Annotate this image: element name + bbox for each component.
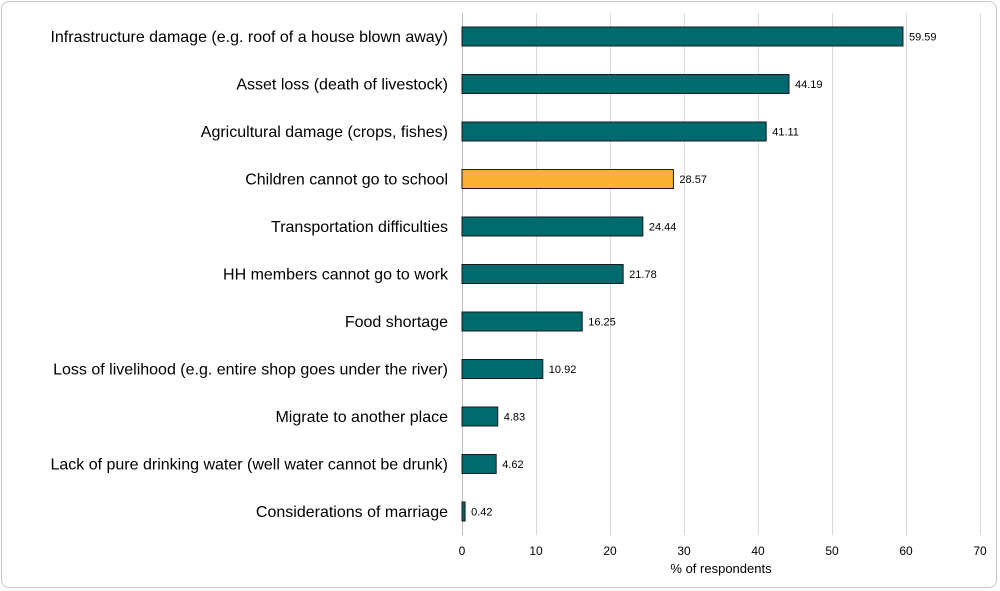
x-axis-title: % of respondents	[670, 561, 772, 576]
category-label: Lack of pure drinking water (well water …	[50, 457, 448, 474]
category-label: Food shortage	[345, 314, 448, 331]
bar	[461, 406, 499, 427]
bar	[461, 121, 767, 142]
bar	[461, 216, 644, 237]
x-tick-label: 60	[899, 544, 913, 558]
bar	[461, 264, 624, 284]
value-label: 41.11	[772, 127, 799, 139]
value-label: 59.59	[909, 32, 937, 44]
x-tick-label: 0	[459, 544, 466, 558]
value-label: 24.44	[649, 222, 677, 234]
bar	[461, 454, 497, 474]
category-label: Agricultural damage (crops, fishes)	[201, 124, 448, 141]
labels: 0 10 20 30 40 50 60 70 Infrastructure damage (e.…	[50, 29, 987, 558]
value-label: 44.19	[795, 79, 823, 91]
category-label: Migrate to another place	[275, 409, 448, 426]
x-tick-label: 70	[973, 544, 987, 558]
value-label: 28.57	[679, 174, 707, 186]
gridlines	[462, 13, 981, 535]
category-label: Considerations of marriage	[256, 504, 448, 521]
category-label: Loss of livelihood (e.g. entire shop goe…	[53, 362, 448, 379]
x-tick-label: 30	[677, 544, 691, 558]
value-label: 0.42	[471, 507, 492, 519]
x-tick-label: 50	[825, 544, 839, 558]
value-label: 10.92	[549, 364, 577, 376]
bar	[461, 311, 583, 332]
value-label: 4.83	[504, 412, 525, 424]
category-label: Children cannot go to school	[245, 172, 448, 189]
category-label: Infrastructure damage (e.g. roof of a ho…	[50, 29, 448, 46]
bar	[461, 359, 544, 379]
x-tick-label: 10	[529, 544, 543, 558]
value-label: 21.78	[629, 269, 657, 281]
x-tick-label: 20	[603, 544, 617, 558]
bar	[461, 501, 466, 522]
x-tick-label: 40	[751, 544, 765, 558]
category-label: HH members cannot go to work	[223, 267, 449, 284]
bars	[461, 26, 904, 522]
bar-highlighted	[461, 169, 674, 189]
bar	[461, 26, 904, 47]
category-label: Asset loss (death of livestock)	[236, 77, 448, 94]
value-label: 4.62	[502, 459, 523, 471]
value-label: 16.25	[588, 317, 616, 329]
bar	[461, 74, 790, 94]
category-label: Transportation difficulties	[271, 219, 448, 236]
